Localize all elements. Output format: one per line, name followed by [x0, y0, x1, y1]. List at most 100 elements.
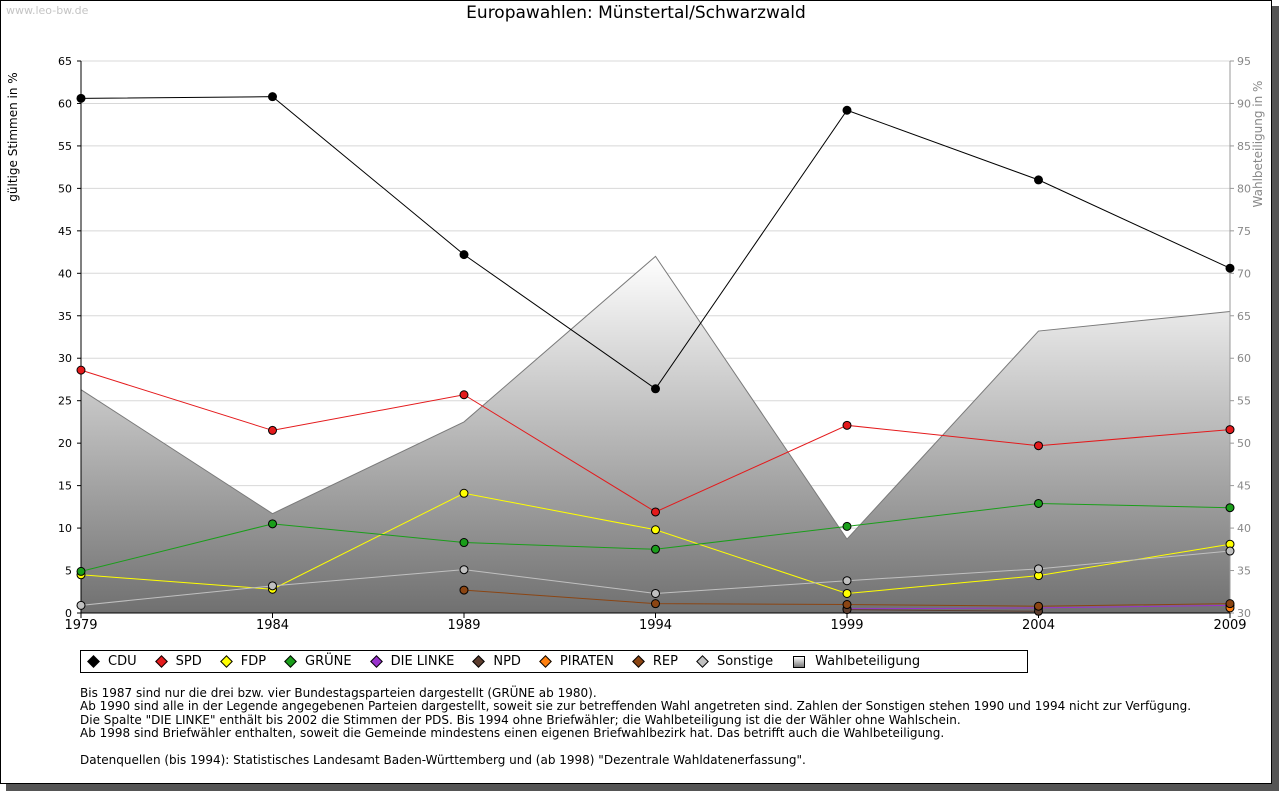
legend-label: Wahlbeteiligung	[815, 654, 921, 669]
legend-label: CDU	[108, 654, 137, 669]
note-line-1: Bis 1987 sind nur die drei bzw. vier Bun…	[80, 686, 597, 700]
data-point-fdp	[842, 588, 852, 598]
data-point-fdp	[459, 488, 469, 498]
x-tick-label: 2009	[1213, 618, 1246, 633]
data-point-gruene	[1034, 498, 1043, 508]
data-point-rep	[1034, 601, 1043, 611]
y-tick-label: 25	[58, 395, 72, 408]
data-point-gruene	[651, 544, 660, 554]
legend-label: GRÜNE	[305, 654, 352, 669]
y2-tick-label: 65	[1237, 310, 1251, 323]
note-line-2: Ab 1990 sind alle in der Legende angegeb…	[80, 699, 1192, 714]
y-tick-label: 30	[58, 352, 72, 365]
y-tick-label: 35	[58, 310, 72, 323]
legend-label: FDP	[240, 654, 267, 669]
y2-tick-label: 60	[1237, 352, 1251, 365]
data-point-spd	[459, 390, 469, 400]
legend-label: SPD	[175, 654, 202, 669]
y2-tick-label: 90	[1237, 97, 1251, 110]
data-point-sonstige	[268, 581, 277, 591]
legend-item: GRÜNE	[284, 654, 352, 669]
y2-tick-label: 80	[1237, 182, 1251, 195]
turnout-area	[81, 256, 1230, 613]
x-tick-label: 1984	[256, 618, 289, 633]
data-point-rep	[842, 600, 852, 610]
data-point-cdu	[842, 105, 852, 115]
y2-tick-label: 35	[1237, 565, 1251, 578]
data-point-rep	[651, 599, 660, 609]
legend-marker	[87, 655, 100, 668]
data-point-cdu	[651, 384, 660, 394]
data-point-spd	[1034, 441, 1043, 451]
legend-marker	[154, 655, 168, 668]
y2-tick-label: 50	[1237, 437, 1251, 450]
legend-marker	[472, 655, 486, 668]
legend-label: PIRATEN	[559, 654, 614, 669]
data-point-sonstige	[1225, 546, 1235, 556]
y-tick-label: 40	[58, 267, 72, 280]
y-tick-label: 5	[65, 565, 72, 578]
data-point-gruene	[268, 519, 277, 529]
y-tick-label: 60	[58, 97, 72, 110]
data-point-cdu	[268, 92, 277, 102]
data-point-rep	[1225, 599, 1235, 609]
legend-item: Wahlbeteiligung	[793, 654, 920, 669]
y2-tick-label: 75	[1237, 225, 1251, 238]
legend-marker	[632, 655, 645, 668]
y-tick-label: 55	[58, 140, 72, 153]
legend-label: DIE LINKE	[390, 654, 455, 669]
data-point-gruene	[1225, 503, 1235, 513]
y2-axis-title: Wahlbeteiligung in %	[1251, 81, 1265, 208]
y2-tick-label: 70	[1237, 267, 1251, 280]
legend-item: PIRATEN	[539, 654, 614, 669]
x-tick-label: 2004	[1022, 618, 1055, 633]
data-point-sonstige	[459, 565, 469, 575]
data-point-gruene	[842, 521, 852, 531]
chart-legend: CDU SPD FDP GRÜNE DIE LINKE NPD PIRATEN REP Sons…	[80, 650, 1028, 673]
x-tick-label: 1994	[639, 618, 672, 633]
watermark: www.leo-bw.de	[6, 4, 89, 17]
legend-item: REP	[632, 654, 678, 669]
data-point-gruene	[459, 538, 469, 548]
legend-label: Sonstige	[716, 654, 774, 669]
legend-item: NPD	[472, 654, 521, 669]
chart-notes: Bis 1987 sind nur die drei bzw. vier Bun…	[80, 686, 1192, 767]
legend-item: DIE LINKE	[369, 654, 455, 669]
legend-marker	[539, 655, 552, 668]
data-point-spd	[842, 420, 852, 430]
data-point-sonstige	[76, 600, 86, 610]
data-point-fdp	[651, 525, 660, 535]
data-point-gruene	[76, 566, 86, 576]
y-axis-title: gültige Stimmen in %	[6, 72, 20, 201]
y-tick-label: 10	[58, 522, 72, 535]
note-line-3: Die Spalte "DIE LINKE" enthält bis 2002 …	[80, 712, 961, 727]
data-point-spd	[76, 365, 86, 375]
legend-item: CDU	[87, 654, 137, 669]
legend-marker	[284, 655, 297, 668]
y2-tick-label: 55	[1237, 395, 1251, 408]
frame-shadow-right	[1272, 6, 1279, 790]
legend-item: Sonstige	[696, 654, 774, 669]
data-point-sonstige	[1034, 564, 1043, 574]
series-line-npd	[846, 609, 1039, 612]
y-tick-label: 15	[58, 480, 72, 493]
data-point-cdu	[1225, 263, 1235, 273]
y2-tick-label: 85	[1237, 140, 1251, 153]
x-tick-label: 1979	[64, 618, 97, 633]
note-sources: Datenquellen (bis 1994): Statistisches L…	[80, 752, 806, 767]
legend-marker	[793, 655, 806, 668]
x-tick-label: 1989	[447, 618, 480, 633]
data-point-rep	[459, 585, 469, 595]
turnout-line	[80, 255, 1231, 540]
y-tick-label: 0	[65, 607, 72, 620]
data-point-sonstige	[651, 588, 660, 598]
data-point-spd	[1225, 425, 1235, 435]
x-tick-label: 1999	[830, 618, 863, 633]
legend-marker	[219, 655, 233, 668]
y2-tick-label: 40	[1237, 522, 1251, 535]
data-point-cdu	[459, 250, 469, 260]
y2-tick-label: 95	[1237, 55, 1251, 68]
legend-marker	[369, 655, 383, 668]
chart-title: Europawahlen: Münstertal/Schwarzwald	[466, 3, 806, 23]
